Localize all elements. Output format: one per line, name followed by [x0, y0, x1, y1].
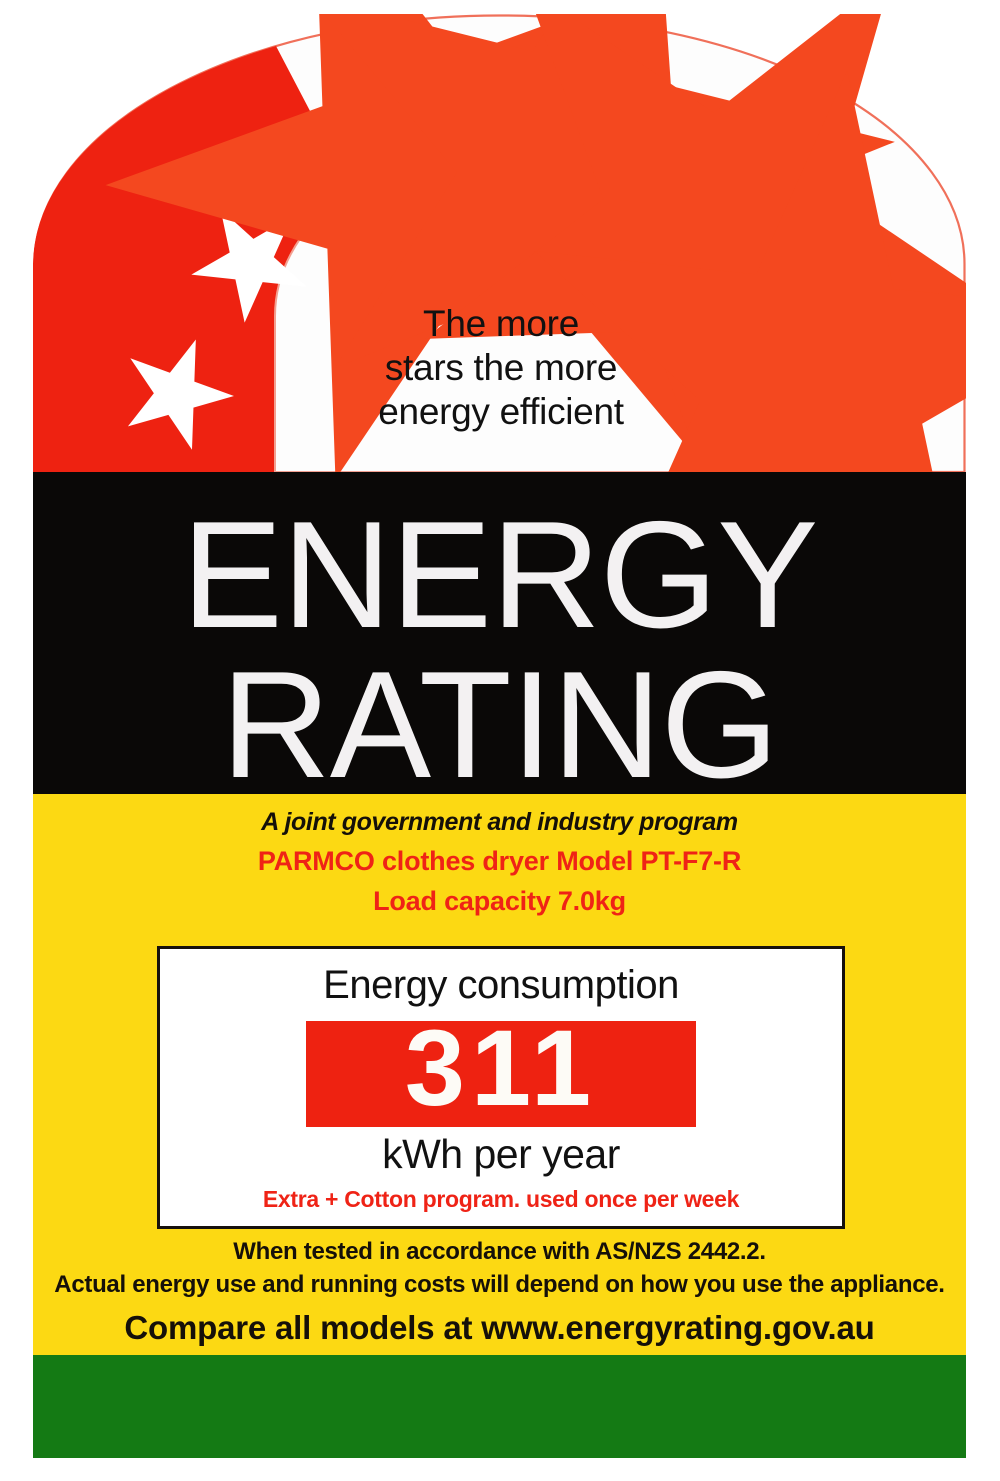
info-band: A joint government and industry program …	[33, 794, 966, 1355]
capacity-line: Load capacity 7.0kg	[373, 886, 626, 916]
slogan-line-1: The more	[423, 303, 579, 344]
star-outline-4	[754, 311, 877, 429]
compare-note: Compare all models at www.energyrating.g…	[124, 1309, 875, 1346]
consumption-box: Energy consumption 311 kWh per year Extr…	[157, 946, 845, 1229]
title-band: ENERGY RATING	[33, 472, 966, 801]
model-line: PARMCO clothes dryer Model PT-F7-R	[257, 846, 742, 876]
program-line: A joint government and industry program	[261, 808, 738, 836]
consumption-program-note: Extra + Cotton program. used once per we…	[262, 1186, 740, 1212]
title-energy: ENERGY	[181, 490, 819, 660]
slogan-text: The more stars the more energy efficient	[301, 302, 701, 434]
consumption-units: kWh per year	[382, 1131, 620, 1177]
energy-rating-label: The more stars the more energy efficient…	[33, 14, 966, 1458]
title-rating: RATING	[221, 640, 779, 810]
tested-note: When tested in accordance with AS/NZS 24…	[233, 1238, 766, 1265]
slogan-line-2: stars the more	[384, 347, 618, 389]
consumption-title: Energy consumption	[323, 963, 679, 1007]
actual-use-note: Actual energy use and running costs will…	[54, 1271, 945, 1298]
consumption-value-block: 311	[306, 1014, 696, 1127]
consumption-value: 311	[404, 1007, 598, 1128]
green-footer-band	[33, 1355, 966, 1458]
slogan-line-3: energy efficient	[378, 391, 624, 433]
star-arch: The more stars the more energy efficient	[33, 14, 966, 472]
